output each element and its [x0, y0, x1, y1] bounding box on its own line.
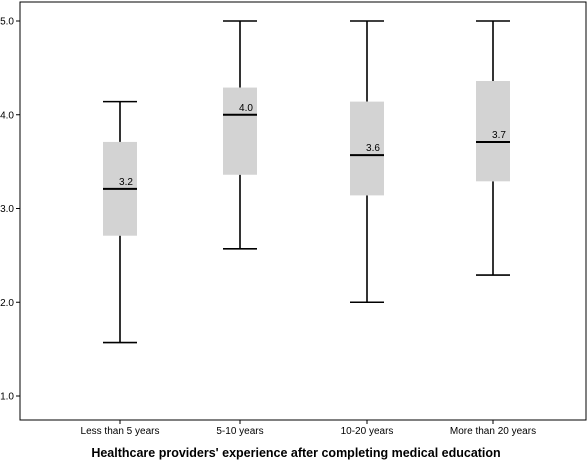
iqr-box — [476, 81, 510, 182]
box-series: 3.2 4.0 3.6 3.7 — [103, 20, 510, 344]
y-tick-label: 5.0 — [0, 17, 14, 28]
x-tick-label: 10-20 years — [341, 426, 394, 437]
box-group: 3.7 — [476, 20, 510, 276]
x-axis-title: Healthcare providers' experience after c… — [91, 446, 500, 460]
plot-frame — [19, 1, 587, 421]
box-group: 3.2 — [103, 100, 137, 344]
median-value-label: 3.2 — [119, 177, 133, 188]
x-tick-label: 5-10 years — [216, 426, 263, 437]
y-tick-label: 3.0 — [0, 204, 14, 215]
y-tick-label: 1.0 — [0, 392, 14, 403]
y-tick-label: 4.0 — [0, 110, 14, 121]
box-group: 3.6 — [350, 20, 384, 304]
x-axis: Less than 5 years 5-10 years 10-20 years Mo… — [81, 420, 536, 437]
y-tick-label: 2.0 — [0, 298, 14, 309]
x-tick-label: More than 20 years — [450, 426, 536, 437]
plot-border — [19, 1, 587, 421]
y-axis: 1.0 2.0 3.0 4.0 5.0 — [0, 17, 20, 403]
median-value-label: 4.0 — [239, 103, 253, 114]
iqr-box — [223, 87, 257, 175]
median-value-label: 3.7 — [492, 130, 506, 141]
median-value-label: 3.6 — [366, 143, 380, 154]
iqr-box — [350, 101, 384, 196]
x-tick-label: Less than 5 years — [81, 426, 160, 437]
box-group: 4.0 — [223, 20, 257, 250]
